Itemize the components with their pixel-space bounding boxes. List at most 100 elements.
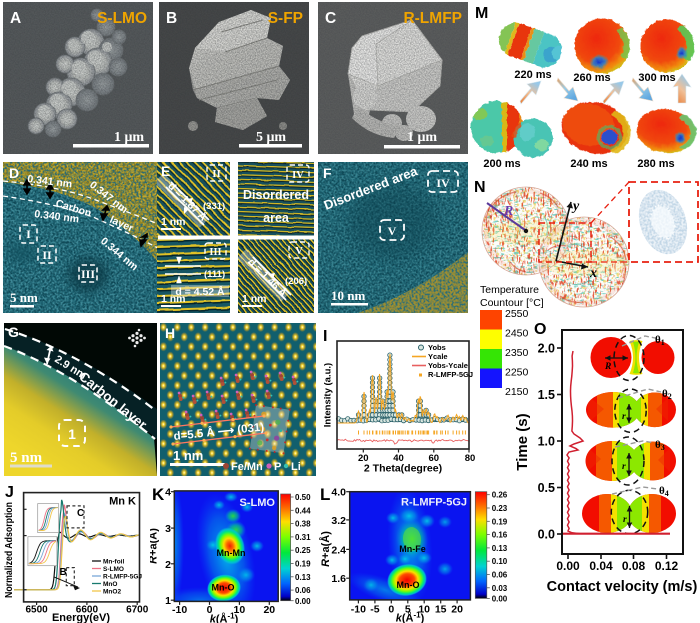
svg-text:0.06: 0.06: [295, 586, 311, 595]
svg-text:0.50: 0.50: [295, 493, 311, 502]
svg-text:20: 20: [451, 604, 463, 616]
svg-text:θ3: θ3: [655, 439, 665, 452]
svg-text:1: 1: [165, 595, 171, 607]
svg-text:B: B: [60, 567, 67, 578]
svg-text:S-LMO: S-LMO: [103, 566, 124, 573]
svg-text:Mn-foil: Mn-foil: [103, 559, 124, 566]
svg-text:40: 40: [393, 453, 404, 464]
svg-text:Yobs: Yobs: [428, 343, 446, 352]
svg-text:4.0: 4.0: [331, 487, 346, 499]
svg-text:1.5: 1.5: [538, 388, 555, 402]
svg-text:R: R: [503, 204, 513, 219]
svg-text:y: y: [571, 199, 580, 214]
svg-text:0.25: 0.25: [295, 546, 311, 555]
svg-text:1 nm: 1 nm: [242, 293, 267, 305]
svg-text:0.16: 0.16: [492, 531, 508, 540]
svg-text:2 Theta(degree): 2 Theta(degree): [364, 463, 442, 475]
svg-text:0.31: 0.31: [295, 533, 311, 542]
svg-text:I: I: [26, 227, 31, 241]
svg-text:2250: 2250: [505, 367, 529, 379]
svg-text:R+a(Å): R+a(Å): [319, 531, 332, 567]
svg-text:A: A: [10, 10, 21, 27]
svg-text:K: K: [152, 485, 165, 504]
svg-text:IV: IV: [292, 170, 304, 181]
svg-text:O: O: [534, 321, 546, 338]
svg-text:area: area: [263, 211, 290, 225]
svg-text:2.0: 2.0: [538, 342, 555, 356]
svg-text:(206): (206): [285, 276, 307, 287]
svg-text:10: 10: [418, 604, 430, 616]
svg-text:15: 15: [435, 604, 447, 616]
svg-text:(331): (331): [203, 201, 225, 212]
svg-text:r: r: [622, 412, 626, 422]
svg-text:260 ms: 260 ms: [573, 72, 610, 84]
svg-text:0.10: 0.10: [492, 557, 508, 566]
svg-text:0.340 nm: 0.340 nm: [34, 208, 80, 225]
svg-text:H: H: [165, 325, 175, 341]
svg-text:G: G: [8, 324, 19, 340]
svg-text:V: V: [295, 246, 303, 257]
svg-text:10 nm: 10 nm: [331, 288, 365, 303]
svg-text:V: V: [388, 224, 397, 238]
svg-text:0.19: 0.19: [492, 517, 508, 526]
svg-text:0.00: 0.00: [295, 597, 311, 606]
svg-text:k(Å-1): k(Å-1): [396, 610, 425, 623]
svg-text:Normalized Adsorption: Normalized Adsorption: [4, 502, 15, 598]
svg-text:θ2: θ2: [662, 388, 672, 401]
svg-text:0.03: 0.03: [492, 584, 508, 593]
svg-text:r: r: [623, 515, 627, 525]
svg-text:θ1: θ1: [655, 334, 665, 347]
svg-text:5: 5: [405, 604, 411, 616]
svg-text:0.13: 0.13: [295, 573, 311, 582]
svg-text:280 ms: 280 ms: [637, 158, 674, 170]
svg-text:MnO: MnO: [103, 581, 117, 588]
svg-text:0.00: 0.00: [556, 559, 580, 573]
svg-text:-5: -5: [370, 604, 379, 616]
svg-text:r: r: [622, 462, 626, 472]
svg-text:Mn-O: Mn-O: [397, 580, 420, 590]
svg-text:60: 60: [429, 453, 440, 464]
svg-text:5 μm: 5 μm: [256, 130, 286, 145]
svg-text:0.38: 0.38: [295, 520, 311, 529]
svg-text:Disordered: Disordered: [243, 188, 309, 202]
svg-text:R-LMFP: R-LMFP: [403, 10, 462, 27]
svg-text:2: 2: [165, 559, 171, 571]
svg-text:6600: 6600: [76, 605, 99, 616]
svg-text:2.4: 2.4: [331, 544, 346, 556]
svg-text:k(Å-1): k(Å-1): [210, 611, 239, 623]
svg-text:III: III: [209, 247, 221, 258]
svg-text:6700: 6700: [126, 605, 149, 616]
svg-text:5 nm: 5 nm: [10, 450, 43, 466]
svg-text:III: III: [81, 267, 95, 281]
svg-text:J: J: [5, 484, 14, 501]
svg-text:0.04: 0.04: [589, 559, 613, 573]
svg-text:20: 20: [358, 453, 369, 464]
svg-text:R-LMFP-5GJ: R-LMFP-5GJ: [401, 497, 467, 509]
svg-text:6500: 6500: [25, 605, 48, 616]
svg-text:0.23: 0.23: [492, 504, 508, 513]
svg-text:d = 4.52 Å: d = 4.52 Å: [175, 285, 225, 298]
svg-text:MnO2: MnO2: [103, 589, 121, 596]
svg-text:N: N: [474, 179, 486, 196]
svg-text:Mn-Mn: Mn-Mn: [217, 548, 246, 558]
svg-text:0.00: 0.00: [492, 595, 508, 604]
svg-text:L: L: [320, 485, 330, 504]
svg-text:I: I: [323, 328, 327, 345]
svg-text:0: 0: [207, 604, 213, 616]
svg-text:4: 4: [165, 487, 171, 499]
svg-text:220 ms: 220 ms: [514, 69, 551, 81]
svg-text:Energy(eV): Energy(eV): [52, 612, 110, 623]
svg-text:1 nm: 1 nm: [161, 293, 186, 305]
svg-text:Yobs-Ycale: Yobs-Ycale: [428, 361, 468, 370]
svg-text:R-LMFP-5GJ: R-LMFP-5GJ: [428, 370, 473, 379]
svg-text:0: 0: [388, 604, 394, 616]
svg-text:Time (s): Time (s): [514, 413, 531, 470]
svg-text:2550: 2550: [505, 308, 529, 320]
svg-text:3.2: 3.2: [331, 515, 346, 527]
svg-text:0.12: 0.12: [655, 559, 679, 573]
svg-text:-10: -10: [351, 604, 366, 616]
svg-text:Contact velocity (m/s): Contact velocity (m/s): [547, 579, 698, 595]
svg-text:II: II: [42, 248, 52, 262]
svg-text:2450: 2450: [505, 328, 529, 340]
svg-text:II: II: [212, 168, 221, 180]
